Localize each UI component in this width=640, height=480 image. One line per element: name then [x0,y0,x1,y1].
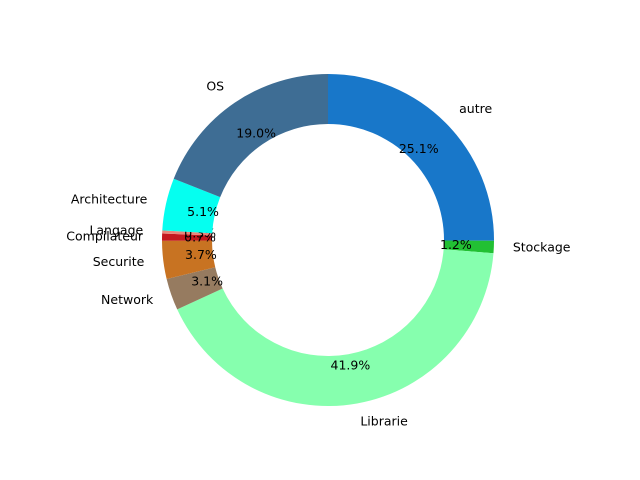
slice-architecture [162,178,221,234]
slice-securite [162,240,216,279]
slice-network [166,267,223,310]
label-network: Network [101,292,154,307]
pct-label-architecture: 5.1% [187,204,219,219]
label-librarie: Librarie [360,414,408,429]
pct-label-autre: 25.1% [399,141,439,156]
label-securite: Securite [93,254,145,269]
label-autre: autre [459,101,492,116]
slice-librarie [177,249,494,406]
slice-stockage [443,240,494,254]
label-compilateur: Compilateur [66,228,144,243]
slice-os [173,74,328,198]
slice-autre [328,74,494,241]
label-langage: Langage [89,223,143,238]
pct-label-securite: 3.7% [185,247,217,262]
pct-label-stockage: 1.2% [440,237,472,252]
pct-label-os: 19.0% [236,126,276,141]
label-architecture: Architecture [71,191,148,206]
label-os: OS [206,78,224,93]
pct-label-librarie: 41.9% [331,358,371,373]
slice-compilateur [162,233,213,241]
pct-label-network: 3.1% [191,273,223,288]
label-stockage: Stockage [513,239,571,254]
slice-langage [162,230,213,236]
